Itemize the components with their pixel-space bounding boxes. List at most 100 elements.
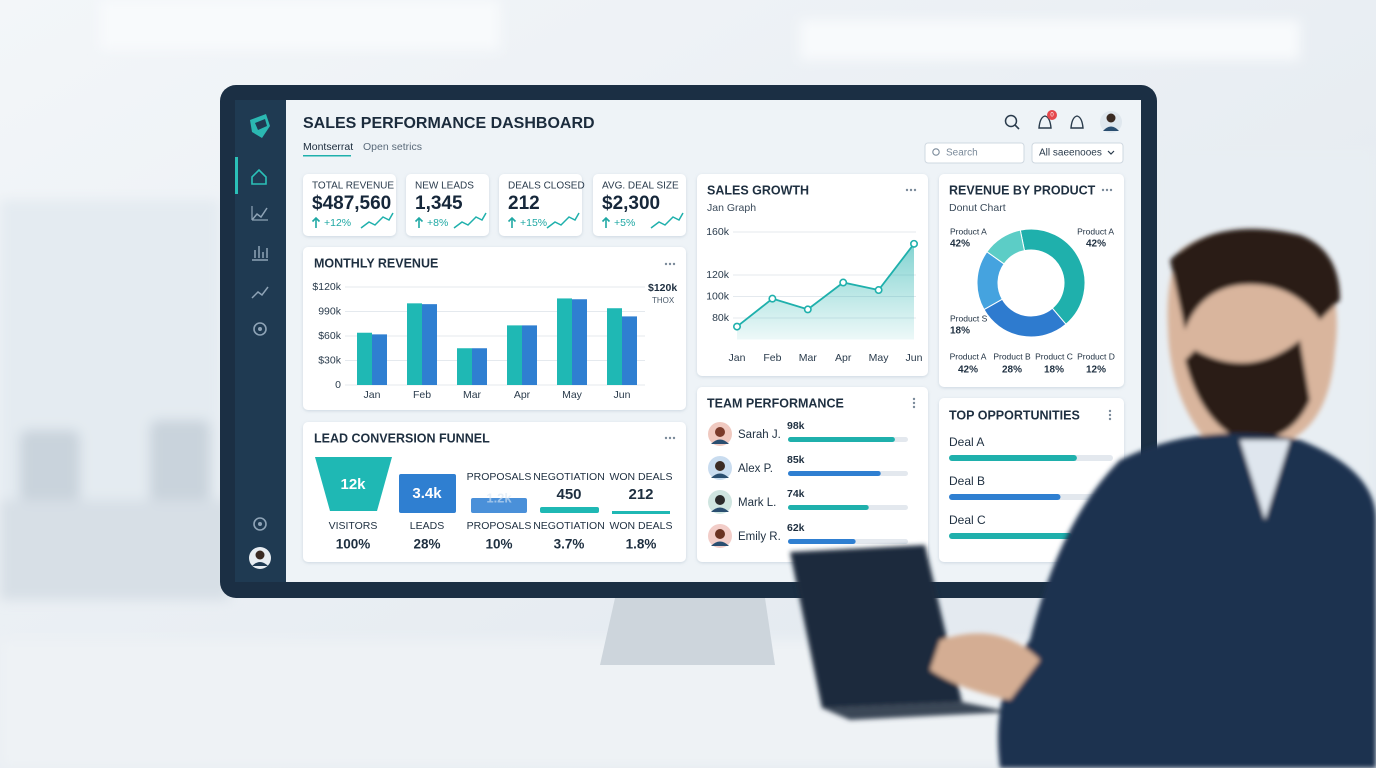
- tab[interactable]: Montserrat: [303, 141, 353, 153]
- callout-label: Product A: [950, 226, 987, 236]
- bar: [622, 316, 637, 385]
- legend-label: Product A: [950, 351, 987, 361]
- x-tick-label: Mar: [463, 389, 482, 401]
- funnel-shape: [315, 457, 392, 511]
- card-title: MONTHLY REVENUE: [314, 256, 438, 270]
- stage-rate: 10%: [485, 537, 512, 552]
- menu-dot: [672, 262, 676, 266]
- kpi-value: 212: [508, 193, 540, 214]
- member-name: Mark L.: [738, 497, 776, 509]
- notification-badge: 0: [1050, 113, 1054, 119]
- y-tick-label: $60k: [318, 330, 342, 342]
- x-tick-label: Feb: [763, 352, 781, 364]
- kpi-value: 1,345: [415, 193, 463, 214]
- value-label: 85k: [787, 454, 805, 466]
- card-subtitle: Donut Chart: [949, 202, 1006, 214]
- point: [768, 294, 777, 303]
- donut-slice: [986, 229, 1026, 265]
- callout-value: 18%: [950, 326, 970, 337]
- legend-label: Product D: [1077, 351, 1115, 361]
- avatar-body: [711, 541, 729, 546]
- menu-dot: [664, 262, 668, 266]
- line: [736, 243, 915, 328]
- kpi-label: AVG. DEAL SIZE: [602, 181, 679, 192]
- sparkline: [453, 212, 487, 229]
- stage-count: 12k: [340, 476, 366, 493]
- filter-label: All saeenooes: [1039, 148, 1102, 159]
- foreground-person: [790, 228, 1376, 768]
- legend-value: 28%: [1002, 365, 1022, 376]
- funnel-shape: [612, 511, 670, 514]
- y-tick-label: 0: [335, 379, 341, 391]
- x-tick-label: Jan: [729, 352, 746, 364]
- point: [909, 239, 918, 248]
- x-tick-label: Apr: [514, 389, 531, 401]
- card-title: TOP OPPORTUNITIES: [949, 408, 1080, 422]
- x-tick-label: Jun: [614, 389, 631, 401]
- header-icons[interactable]: [1004, 110, 1123, 133]
- stage-count: 3.4k: [412, 485, 442, 502]
- bar: [522, 325, 537, 385]
- menu-dot: [668, 436, 672, 440]
- callout-value: 42%: [1086, 239, 1106, 250]
- kpi-change: +15%: [520, 217, 547, 229]
- search-placeholder: Search: [946, 148, 978, 159]
- stage-count: 212: [628, 486, 653, 503]
- avatar-body: [711, 439, 729, 444]
- point: [803, 305, 812, 314]
- tab-underline: [303, 155, 351, 157]
- legend-value: 12%: [1086, 365, 1106, 376]
- stage-header: WON DEALS: [609, 471, 672, 483]
- deal-name: Deal A: [949, 435, 984, 449]
- point: [839, 278, 848, 287]
- sparkline: [546, 212, 580, 229]
- stage-rate: 100%: [336, 537, 371, 552]
- y-tick-label: 160k: [706, 226, 730, 238]
- search-box[interactable]: [924, 142, 1025, 164]
- menu-dot: [1101, 188, 1105, 192]
- card-title: SALES GROWTH: [707, 183, 809, 197]
- menu-dot: [913, 188, 917, 192]
- y-tick-label: $30k: [318, 354, 342, 366]
- menu-dot: [905, 188, 909, 192]
- kpi-value: $2,300: [602, 193, 660, 214]
- bar: [572, 299, 587, 385]
- sidebar-icons[interactable]: [235, 114, 271, 569]
- funnel-shape: [471, 498, 527, 513]
- x-tick-label: Jan: [364, 389, 381, 401]
- menu-dot: [668, 262, 672, 266]
- y-tick-label: 100k: [706, 290, 730, 302]
- filter-dropdown[interactable]: [1031, 142, 1124, 164]
- avatar-head: [715, 461, 725, 471]
- kpi-label: TOTAL REVENUE: [312, 181, 394, 192]
- stage-count: 450: [556, 486, 581, 503]
- menu-dot: [1105, 188, 1109, 192]
- stage-header: PROPOSALS: [467, 471, 532, 483]
- y-tick-label: 120k: [706, 269, 730, 281]
- bar: [472, 348, 487, 385]
- stage-count: 1.2k: [486, 490, 512, 505]
- stage-rate: 3.7%: [554, 537, 585, 552]
- bar: [407, 303, 422, 385]
- up-arrow: [601, 216, 611, 228]
- x-tick-label: Apr: [835, 352, 852, 364]
- card-title: LEAD CONVERSION FUNNEL: [314, 431, 490, 445]
- x-tick-label: May: [562, 389, 583, 401]
- member-name: Alex P.: [738, 463, 773, 475]
- up-arrow: [311, 216, 321, 228]
- bar: [788, 471, 881, 476]
- callout-value: 42%: [950, 239, 970, 250]
- legend-label: Product C: [1035, 351, 1073, 361]
- bar: [788, 437, 895, 442]
- callout-label: Product S: [950, 313, 988, 323]
- annotation: $120k: [648, 282, 677, 294]
- avatar-head: [715, 427, 725, 437]
- x-tick-label: Mar: [799, 352, 818, 364]
- tab[interactable]: Open setrics: [363, 141, 422, 153]
- value-label: 62k: [787, 522, 805, 534]
- donut-slice: [1019, 228, 1086, 325]
- bar: [357, 332, 372, 385]
- menu-dot: [664, 436, 668, 440]
